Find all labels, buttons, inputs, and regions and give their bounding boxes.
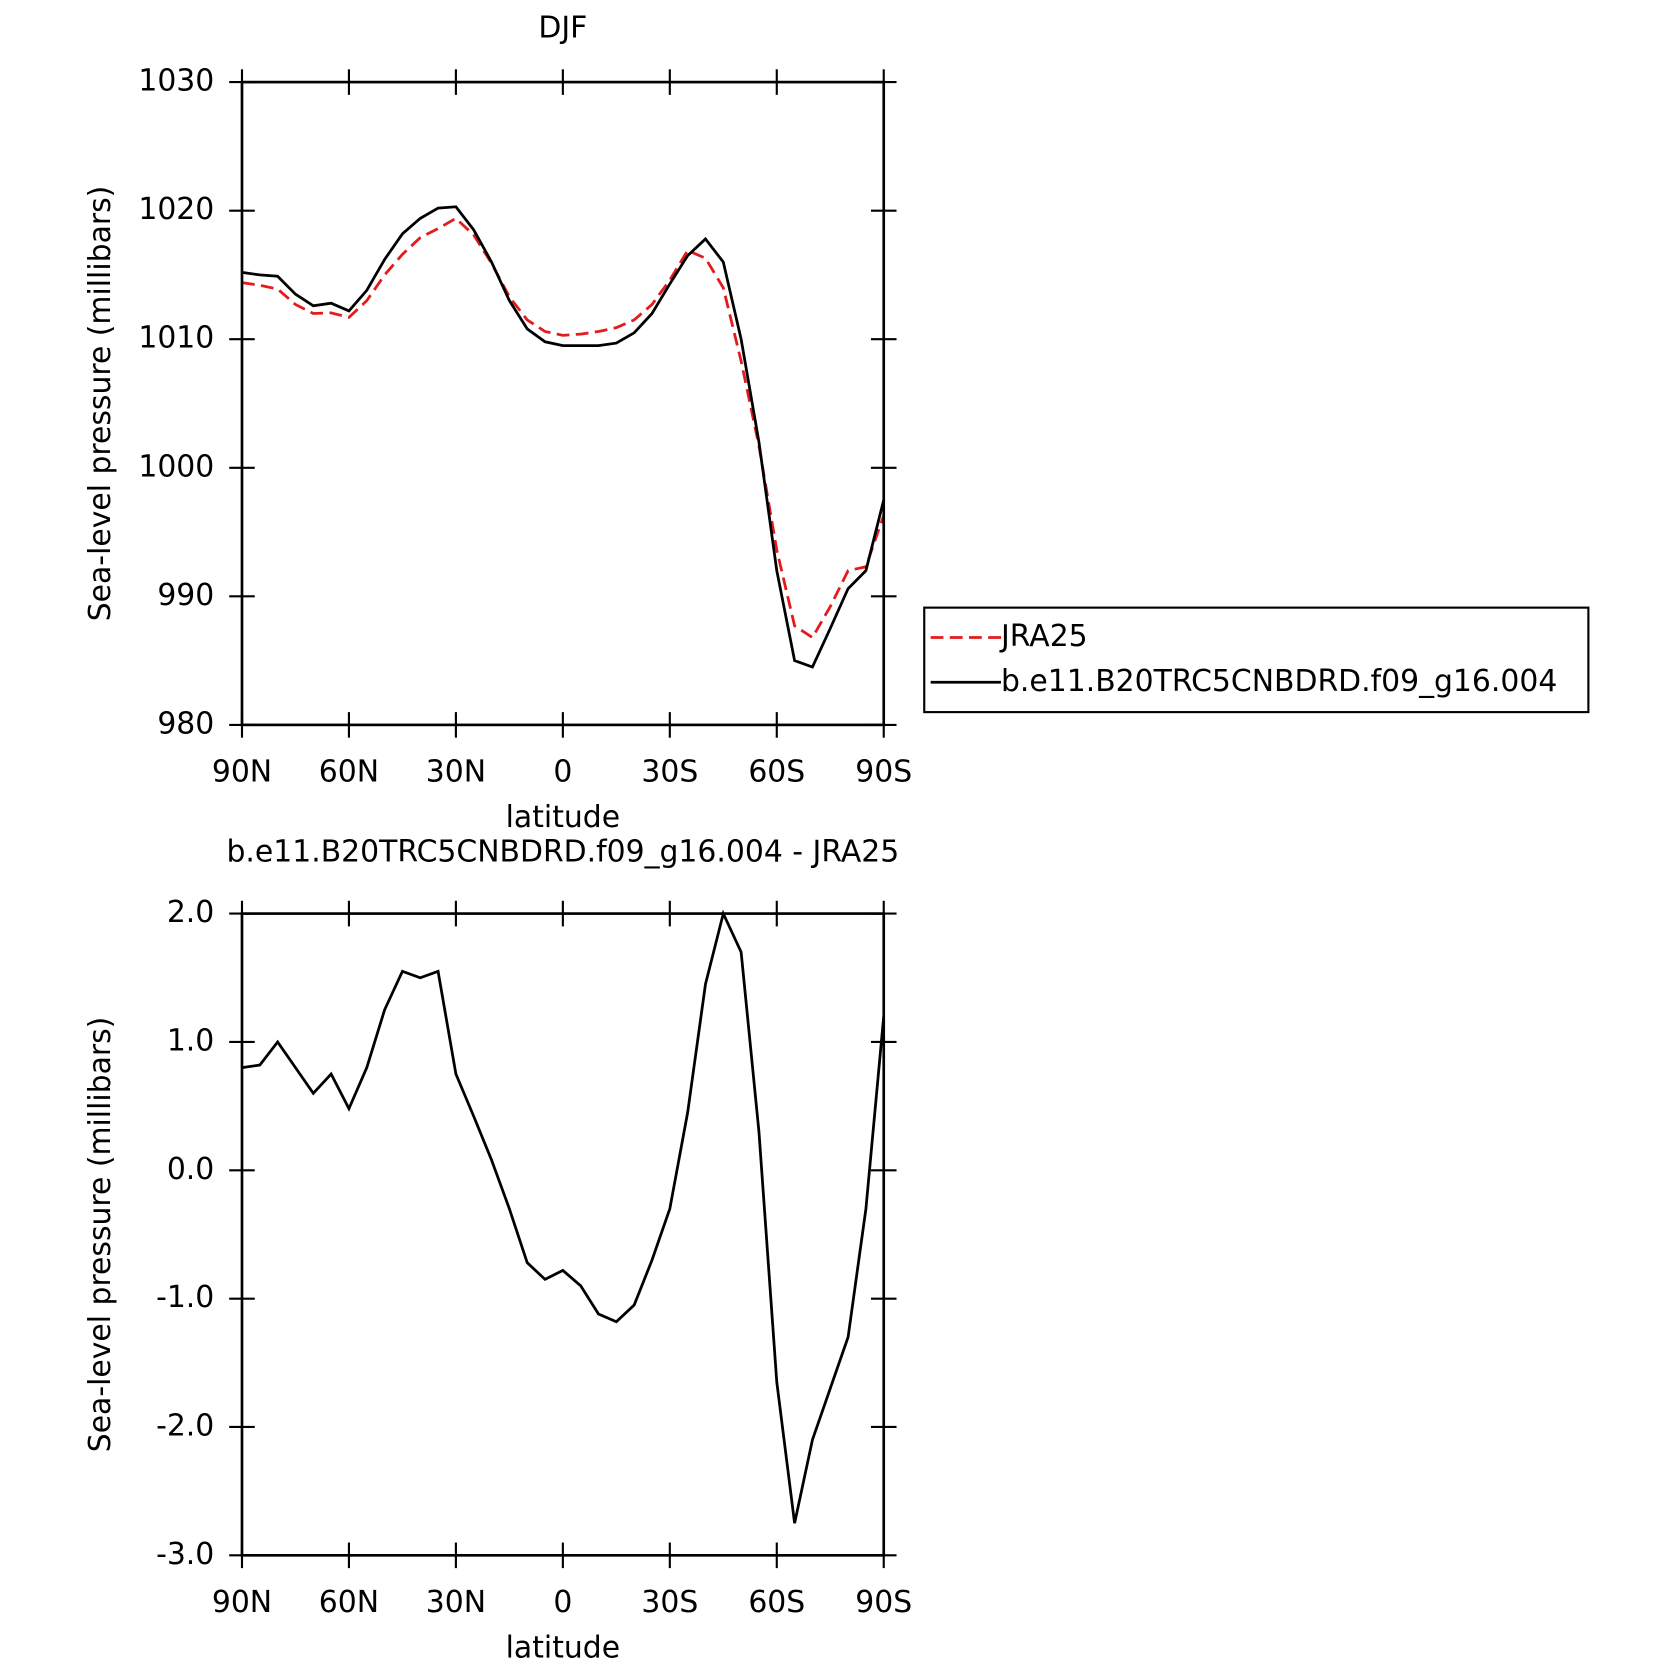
x-tick-label: 60S [748, 754, 805, 789]
y-axis-label: Sea-level pressure (millibars) [83, 1017, 118, 1453]
y-tick-label: -3.0 [156, 1537, 214, 1572]
x-tick-label: 30N [426, 1585, 486, 1620]
x-tick-label: 0 [553, 754, 572, 789]
x-axis-label: latitude [506, 800, 620, 835]
x-tick-label: 90S [855, 1585, 912, 1620]
y-tick-label: 1010 [138, 321, 214, 356]
y-tick-label: 1030 [138, 64, 214, 99]
chart-title: DJF [538, 10, 587, 45]
x-tick-label: 60S [748, 1585, 805, 1620]
y-tick-label: -2.0 [156, 1408, 214, 1443]
y-tick-label: 990 [157, 578, 214, 613]
data-line [241, 205, 886, 669]
x-axis-label: latitude [506, 1631, 620, 1663]
x-tick-label: 30N [426, 754, 486, 789]
y-tick-label: 980 [157, 706, 214, 741]
x-tick-label: 90N [212, 754, 272, 789]
y-tick-label: 1000 [138, 449, 214, 484]
legend-box [923, 606, 1590, 714]
x-tick-label: 0 [553, 1585, 572, 1620]
x-tick-label: 30S [641, 1585, 698, 1620]
y-tick-label: 0.0 [167, 1152, 214, 1187]
x-tick-label: 60N [319, 1585, 379, 1620]
y-tick-label: 1020 [138, 192, 214, 227]
x-tick-label: 90N [212, 1585, 272, 1620]
x-tick-label: 90S [855, 754, 912, 789]
y-tick-label: 2.0 [167, 895, 214, 930]
y-tick-label: 1.0 [167, 1023, 214, 1058]
legend-label: JRA25 [999, 619, 1088, 654]
legend-label: b.e11.B20TRC5CNBDRD.f09_g16.004 [1001, 664, 1557, 699]
x-tick-label: 30S [641, 754, 698, 789]
x-tick-label: 60N [319, 754, 379, 789]
y-axis-label: Sea-level pressure (millibars) [83, 186, 118, 622]
data-line [241, 909, 886, 1524]
y-tick-label: -1.0 [156, 1280, 214, 1315]
chart-title: b.e11.B20TRC5CNBDRD.f09_g16.004 - JRA25 [227, 834, 900, 869]
data-line [241, 216, 886, 640]
